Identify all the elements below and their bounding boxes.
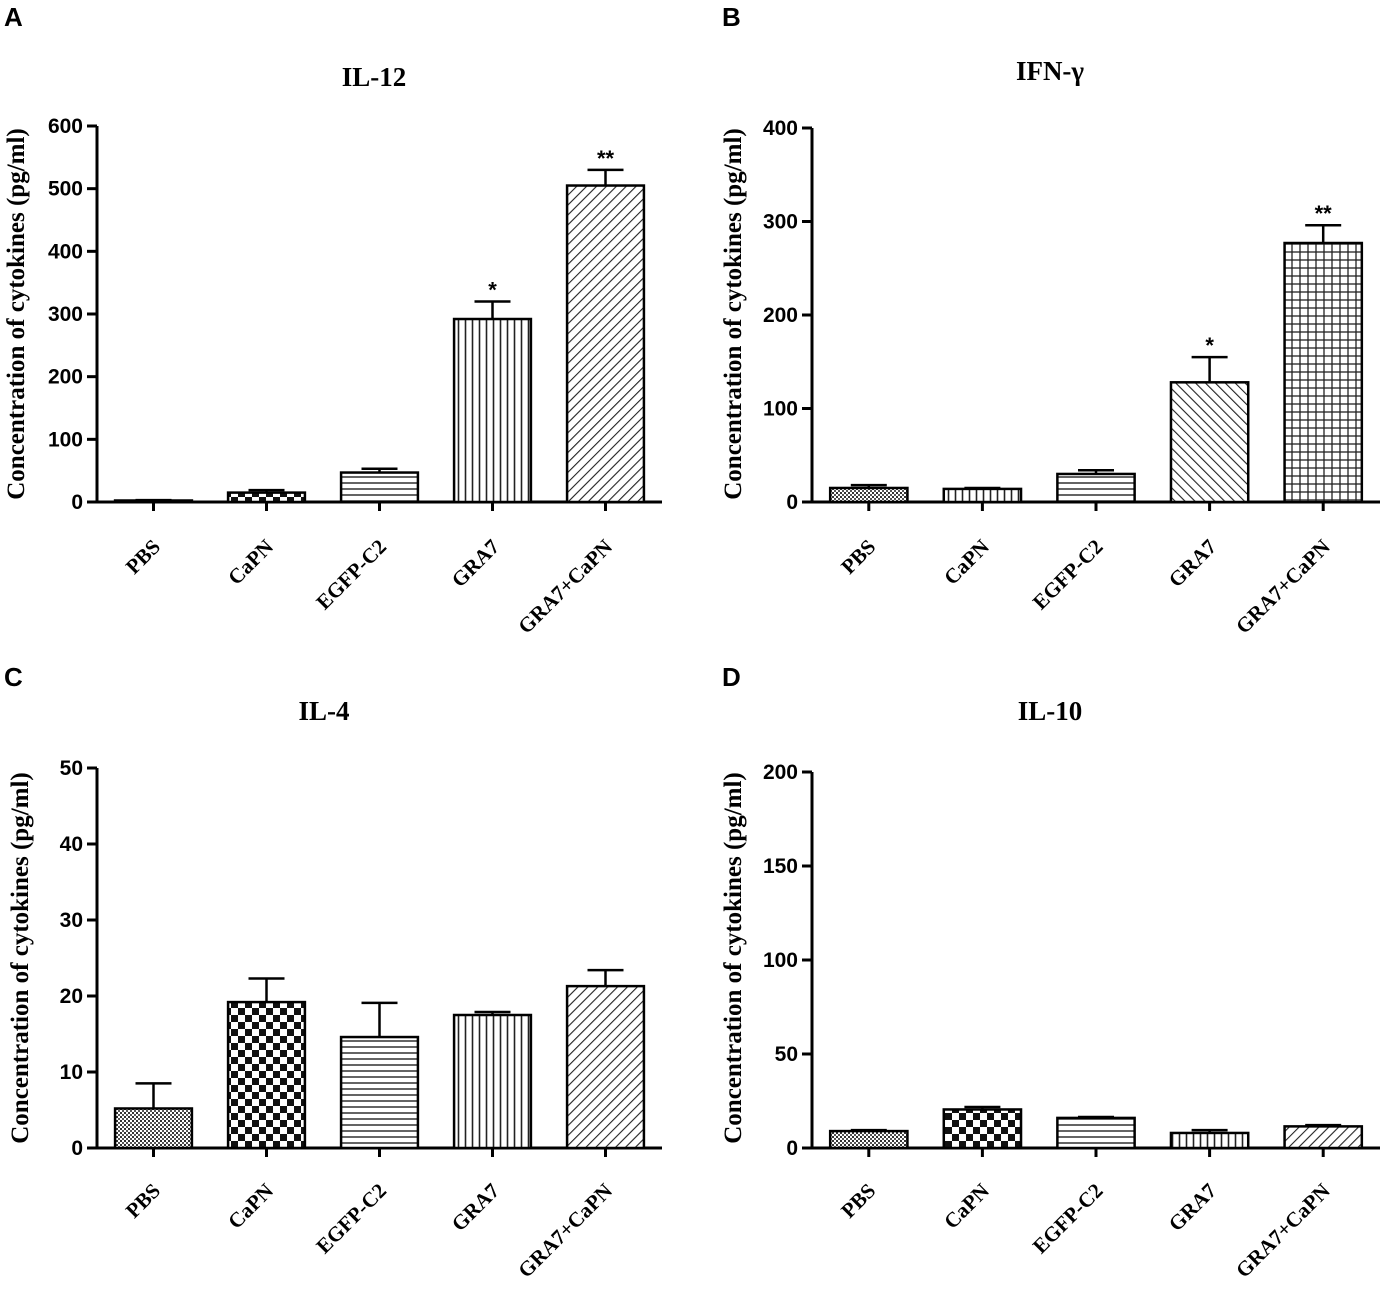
- bar-gra7-capn: [565, 984, 646, 1150]
- panel-letter: D: [722, 662, 741, 692]
- y-tick-label: 100: [763, 398, 798, 421]
- y-tick-label: 10: [60, 1061, 83, 1084]
- panel-b: B IFN-γ Concentration of cytokines (pg/m…: [720, 2, 1380, 638]
- category-label: GRA7+CaPN: [1231, 1179, 1335, 1283]
- significance-marker: **: [597, 146, 615, 171]
- panel-letter: C: [4, 662, 23, 692]
- bar-pbs: [828, 486, 909, 504]
- y-tick-label: 300: [763, 211, 798, 234]
- category-label: GRA7: [447, 535, 504, 592]
- bar-pbs: [113, 1107, 194, 1150]
- y-tick-label: 0: [786, 491, 798, 514]
- panel-letter: A: [4, 2, 23, 32]
- y-tick-label: 50: [60, 757, 83, 780]
- category-label: GRA7+CaPN: [513, 535, 617, 639]
- y-tick-label: 200: [763, 304, 798, 327]
- category-label: GRA7: [1164, 535, 1221, 592]
- category-label: EGFP-C2: [1028, 1179, 1108, 1259]
- chart-title: IL-4: [298, 696, 349, 726]
- chart-title: IL-10: [1018, 696, 1083, 726]
- bar-capn: [942, 1108, 1023, 1150]
- y-tick-label: 20: [60, 985, 83, 1008]
- y-axis-label: Concentration of cytokines (pg/ml): [720, 128, 747, 500]
- y-tick-label: 600: [48, 115, 83, 138]
- category-label: PBS: [836, 535, 880, 579]
- bar-egfp-c2: [1056, 472, 1136, 504]
- y-tick-label: 400: [763, 117, 798, 140]
- chart-title: IL-12: [342, 62, 407, 92]
- category-label: GRA7: [447, 1179, 504, 1236]
- category-label: CaPN: [939, 535, 994, 590]
- category-label: PBS: [836, 1179, 880, 1223]
- panel-d: D IL-10 Concentration of cytokines (pg/m…: [720, 662, 1380, 1282]
- bar-gra7: [1169, 1131, 1250, 1150]
- category-label: GRA7: [1164, 1179, 1221, 1236]
- y-tick-label: 100: [763, 949, 798, 972]
- category-label: PBS: [121, 535, 165, 579]
- y-tick-label: 200: [763, 761, 798, 784]
- category-label: CaPN: [223, 535, 278, 590]
- bar-gra7-capn: [1283, 241, 1364, 504]
- bar-gra7: [452, 317, 533, 504]
- bar-gra7-capn: [565, 184, 646, 504]
- bar-capn: [226, 1000, 307, 1150]
- y-tick-label: 300: [48, 303, 83, 326]
- significance-marker: **: [1315, 201, 1333, 226]
- category-label: CaPN: [223, 1179, 278, 1234]
- bar-pbs: [828, 1129, 909, 1150]
- bar-capn: [226, 491, 307, 504]
- bar-egfp-c2: [339, 471, 420, 504]
- y-tick-label: 40: [60, 833, 83, 856]
- y-tick-label: 150: [763, 855, 798, 878]
- panel-c: C IL-4 Concentration of cytokines (pg/ml…: [4, 662, 662, 1282]
- y-tick-label: 500: [48, 178, 83, 201]
- bar-gra7: [1169, 381, 1250, 504]
- panel-letter: B: [722, 2, 741, 32]
- y-tick-label: 0: [71, 491, 83, 514]
- y-tick-label: 100: [48, 428, 83, 451]
- category-label: CaPN: [939, 1179, 994, 1234]
- bar-gra7: [452, 1013, 533, 1150]
- category-label: EGFP-C2: [1028, 535, 1108, 615]
- category-label: GRA7+CaPN: [1231, 535, 1335, 639]
- y-tick-label: 400: [48, 240, 83, 263]
- chart-title: IFN-γ: [1016, 56, 1084, 86]
- y-tick-label: 30: [60, 909, 83, 932]
- bar-egfp-c2: [1056, 1116, 1136, 1150]
- y-tick-label: 50: [775, 1043, 798, 1066]
- category-label: EGFP-C2: [311, 1179, 391, 1259]
- bar-pbs: [113, 499, 194, 504]
- category-label: GRA7+CaPN: [513, 1179, 617, 1283]
- y-tick-label: 0: [786, 1137, 798, 1160]
- y-axis-label: Concentration of cytokines (pg/ml): [720, 772, 747, 1144]
- category-label: EGFP-C2: [311, 535, 391, 615]
- y-tick-label: 0: [71, 1137, 83, 1160]
- bar-egfp-c2: [339, 1035, 420, 1150]
- significance-marker: *: [1205, 333, 1214, 358]
- y-axis-label: Concentration of cytokines (pg/ml): [7, 772, 34, 1144]
- panel-a: A IL-12 Concentration of cytokines (pg/m…: [3, 2, 662, 638]
- bar-capn: [942, 487, 1023, 504]
- y-axis-label: Concentration of cytokines (pg/ml): [3, 128, 30, 500]
- bar-gra7-capn: [1283, 1125, 1364, 1150]
- category-label: PBS: [121, 1179, 165, 1223]
- significance-marker: *: [488, 277, 497, 302]
- y-tick-label: 200: [48, 366, 83, 389]
